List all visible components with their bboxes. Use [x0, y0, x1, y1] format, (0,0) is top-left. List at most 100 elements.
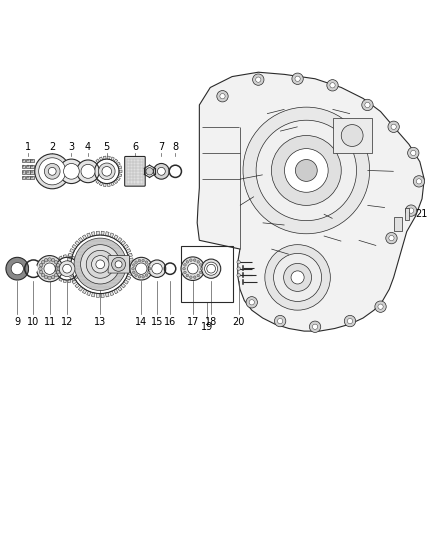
Polygon shape [53, 271, 57, 275]
Polygon shape [59, 256, 63, 260]
Circle shape [81, 245, 120, 284]
Polygon shape [96, 293, 99, 297]
Circle shape [39, 158, 66, 185]
Circle shape [152, 263, 162, 274]
Circle shape [409, 208, 414, 213]
Circle shape [44, 263, 55, 274]
Circle shape [135, 274, 138, 277]
Polygon shape [110, 233, 114, 238]
Polygon shape [63, 280, 66, 282]
Circle shape [138, 259, 141, 262]
FancyBboxPatch shape [21, 165, 25, 168]
Circle shape [99, 163, 115, 180]
Circle shape [57, 270, 60, 274]
Circle shape [167, 266, 173, 271]
Polygon shape [110, 291, 114, 296]
Circle shape [194, 259, 196, 262]
Circle shape [59, 159, 84, 183]
Circle shape [190, 259, 192, 262]
Polygon shape [117, 162, 120, 166]
Polygon shape [92, 170, 95, 173]
Circle shape [92, 256, 109, 273]
Circle shape [309, 321, 321, 333]
Circle shape [48, 258, 51, 261]
FancyBboxPatch shape [26, 159, 29, 162]
Polygon shape [72, 245, 77, 249]
Circle shape [51, 259, 55, 262]
Polygon shape [99, 157, 102, 160]
Circle shape [378, 304, 383, 309]
FancyBboxPatch shape [26, 176, 29, 179]
Bar [405, 208, 409, 220]
Circle shape [102, 166, 112, 176]
Polygon shape [128, 253, 132, 257]
Circle shape [256, 120, 357, 221]
Circle shape [148, 260, 166, 277]
Text: 2: 2 [49, 142, 55, 152]
Polygon shape [82, 235, 87, 240]
Text: 11: 11 [43, 317, 56, 327]
Circle shape [184, 264, 186, 266]
Polygon shape [129, 258, 133, 261]
FancyBboxPatch shape [125, 157, 145, 186]
Circle shape [292, 73, 303, 84]
Text: 1: 1 [25, 142, 31, 152]
Polygon shape [68, 253, 73, 257]
Text: 19: 19 [201, 321, 213, 332]
Circle shape [138, 276, 141, 278]
Polygon shape [78, 286, 83, 291]
Circle shape [386, 232, 397, 244]
Polygon shape [68, 280, 71, 282]
Circle shape [330, 83, 335, 88]
Circle shape [199, 264, 202, 266]
Circle shape [375, 301, 386, 312]
Polygon shape [56, 259, 59, 262]
Polygon shape [56, 275, 59, 279]
Circle shape [391, 124, 396, 130]
Polygon shape [106, 232, 109, 236]
Circle shape [256, 77, 261, 82]
Text: 5: 5 [104, 142, 110, 152]
Polygon shape [92, 166, 95, 169]
Circle shape [278, 318, 283, 324]
Circle shape [145, 261, 148, 263]
FancyBboxPatch shape [30, 171, 34, 174]
Polygon shape [59, 278, 63, 281]
Circle shape [133, 271, 135, 273]
Circle shape [285, 149, 328, 192]
Circle shape [54, 273, 58, 277]
Polygon shape [119, 170, 122, 173]
Circle shape [136, 263, 147, 274]
Circle shape [54, 261, 58, 264]
Circle shape [253, 74, 264, 85]
Circle shape [408, 147, 419, 159]
Circle shape [199, 271, 202, 274]
Circle shape [41, 273, 45, 277]
Circle shape [112, 257, 126, 271]
Circle shape [145, 274, 148, 277]
Polygon shape [93, 162, 97, 166]
Circle shape [291, 271, 304, 284]
Circle shape [246, 297, 258, 308]
Circle shape [197, 274, 200, 277]
Polygon shape [130, 263, 134, 266]
Polygon shape [68, 255, 71, 258]
Circle shape [48, 167, 56, 175]
Polygon shape [87, 233, 91, 238]
Polygon shape [129, 268, 133, 271]
Circle shape [411, 150, 416, 156]
Circle shape [347, 318, 353, 324]
Text: 4: 4 [85, 142, 91, 152]
Circle shape [237, 267, 240, 270]
Text: 12: 12 [61, 317, 73, 327]
Circle shape [77, 160, 99, 183]
Text: 10: 10 [27, 317, 39, 327]
Polygon shape [92, 174, 95, 177]
Circle shape [200, 268, 203, 270]
Circle shape [181, 257, 205, 280]
FancyBboxPatch shape [30, 176, 34, 179]
Circle shape [205, 262, 218, 275]
Circle shape [29, 264, 38, 273]
Polygon shape [114, 159, 118, 163]
Circle shape [63, 264, 71, 273]
